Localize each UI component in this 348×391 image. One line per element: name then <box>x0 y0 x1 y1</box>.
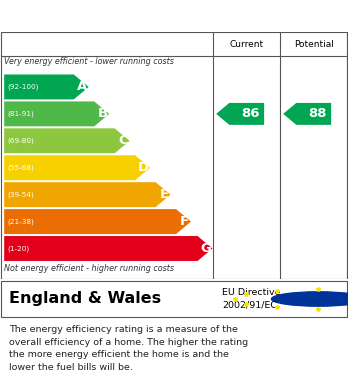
Text: England & Wales: England & Wales <box>9 292 161 307</box>
Text: Current: Current <box>230 40 264 49</box>
Text: B: B <box>98 108 108 120</box>
Polygon shape <box>4 155 150 180</box>
Text: (81-91): (81-91) <box>7 111 34 117</box>
Text: C: C <box>119 134 128 147</box>
Polygon shape <box>4 236 213 261</box>
Text: Energy Efficiency Rating: Energy Efficiency Rating <box>9 9 200 23</box>
Text: A: A <box>77 81 88 93</box>
Text: 88: 88 <box>308 108 326 120</box>
Text: (69-80): (69-80) <box>7 138 34 144</box>
Text: (39-54): (39-54) <box>7 192 34 198</box>
Polygon shape <box>216 103 264 125</box>
Text: (92-100): (92-100) <box>7 84 38 90</box>
Text: D: D <box>138 161 149 174</box>
Polygon shape <box>4 182 171 207</box>
Text: (55-68): (55-68) <box>7 165 34 171</box>
Polygon shape <box>4 128 129 153</box>
Text: Very energy efficient - lower running costs: Very energy efficient - lower running co… <box>4 57 174 66</box>
Text: 86: 86 <box>241 108 260 120</box>
Polygon shape <box>4 74 89 99</box>
Text: The energy efficiency rating is a measure of the
overall efficiency of a home. T: The energy efficiency rating is a measur… <box>9 325 248 372</box>
Text: (1-20): (1-20) <box>7 245 29 252</box>
Text: (21-38): (21-38) <box>7 218 34 225</box>
Text: F: F <box>180 215 189 228</box>
Text: EU Directive
2002/91/EC: EU Directive 2002/91/EC <box>222 288 280 310</box>
Text: E: E <box>160 188 169 201</box>
Ellipse shape <box>271 292 348 306</box>
Text: Potential: Potential <box>294 40 334 49</box>
Text: G: G <box>201 242 212 255</box>
Polygon shape <box>4 101 109 126</box>
Text: Not energy efficient - higher running costs: Not energy efficient - higher running co… <box>4 264 174 273</box>
Polygon shape <box>4 209 191 234</box>
Polygon shape <box>283 103 331 125</box>
